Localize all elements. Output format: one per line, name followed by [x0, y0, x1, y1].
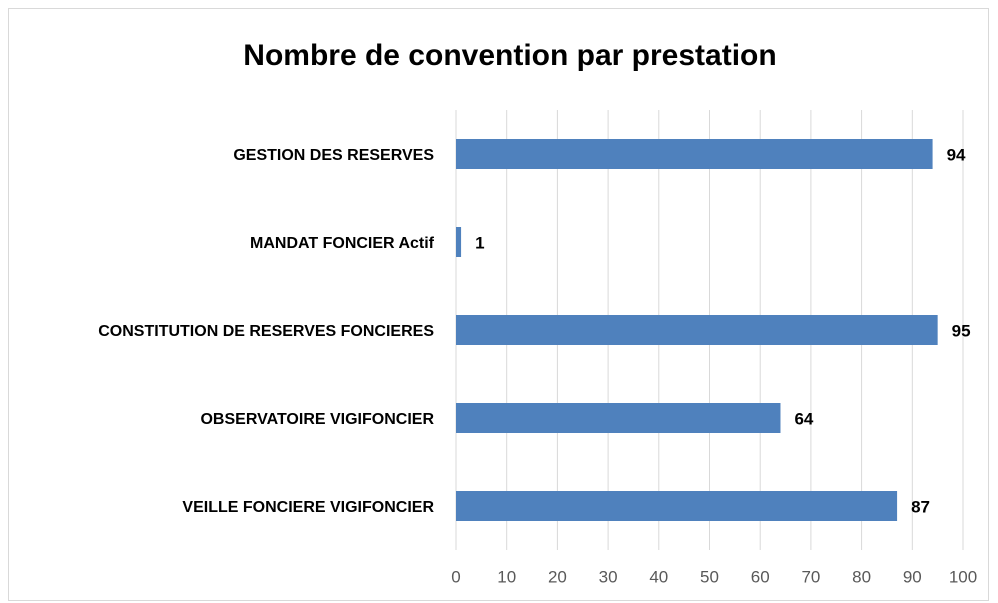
data-label: 1	[475, 233, 484, 252]
x-tick-label: 30	[599, 567, 618, 586]
x-tick-label: 10	[497, 567, 516, 586]
bar	[456, 227, 462, 257]
x-tick-label: 60	[751, 567, 770, 586]
x-tick-label: 50	[700, 567, 719, 586]
x-tick-label: 80	[852, 567, 871, 586]
bar	[456, 315, 938, 345]
data-label: 94	[947, 145, 966, 164]
bar	[456, 403, 781, 433]
chart-title: Nombre de convention par prestation	[243, 39, 776, 72]
x-tick-label: 20	[548, 567, 567, 586]
x-tick-label: 0	[451, 567, 460, 586]
data-label: 87	[911, 497, 930, 516]
y-tick-label: VEILLE FONCIERE VIGIFONCIER	[182, 499, 434, 516]
x-tick-label: 90	[903, 567, 922, 586]
x-tick-label: 70	[801, 567, 820, 586]
bar	[456, 491, 898, 521]
data-label: 64	[794, 409, 813, 428]
x-tick-label: 40	[649, 567, 668, 586]
y-tick-label: GESTION DES RESERVES	[233, 147, 434, 164]
y-tick-label: OBSERVATOIRE VIGIFONCIER	[200, 411, 434, 428]
bar	[456, 139, 933, 169]
y-tick-label: MANDAT FONCIER Actif	[250, 235, 435, 252]
x-tick-label: 100	[949, 567, 977, 586]
y-tick-label: CONSTITUTION DE RESERVES FONCIERES	[98, 323, 434, 340]
data-label: 95	[952, 321, 971, 340]
